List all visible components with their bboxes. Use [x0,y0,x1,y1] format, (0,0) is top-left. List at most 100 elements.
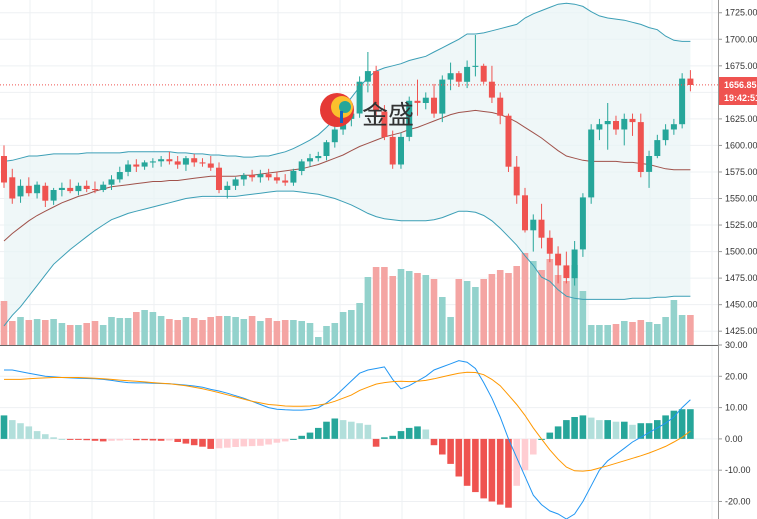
macd-histogram-bar [9,420,16,439]
candle-body [273,177,280,181]
volume-bar [315,337,322,345]
macd-histogram-bar [306,432,314,439]
volume-bar [397,269,405,345]
volume-bar [91,321,99,345]
candle-body [298,161,305,171]
macd-histogram-bar [480,438,487,499]
candle-body [662,129,669,141]
volume-bar [348,310,355,345]
candle-body [571,249,578,279]
volume-bar [174,320,181,345]
volume-bar [265,318,272,345]
candle-body [191,158,198,163]
candle-body [381,111,388,137]
candle-body [414,100,421,103]
macd-histogram-bar [331,418,339,439]
price-tick-label: 1450.00 [725,300,757,310]
macd-histogram-bar [17,423,24,439]
macd-tick-label: 30.00 [725,340,748,350]
volume-bar [463,281,471,345]
macd-histogram-bar [496,438,504,505]
macd-histogram-bar [116,438,124,441]
volume-bar [99,325,107,345]
volume-bar [612,324,620,345]
candle-body [654,140,661,156]
volume-bar [513,266,520,345]
volume-bar [240,319,248,345]
macd-histogram-bar [348,421,355,439]
macd-histogram-bar [439,438,446,455]
volume-bar [33,319,41,345]
bollinger-band-fill [4,3,691,326]
macd-histogram-bar [687,409,694,439]
candle-body [141,162,148,167]
bollinger-lower-band [3,190,691,327]
candle-body [17,185,24,197]
candle-body [447,73,454,80]
volume-bar [215,316,223,345]
macd-histogram-bar [488,438,496,502]
candle-body [331,129,338,143]
candle-body [398,136,404,165]
volume-bar [66,325,74,345]
volume-bar [157,316,165,345]
macd-histogram-bar [273,438,281,443]
candle-body [9,177,16,199]
volume-bar [50,319,57,345]
macd-histogram-bar [298,435,305,439]
candle-body [613,121,619,130]
macd-histogram-bar [232,438,239,447]
macd-histogram-bar [108,438,115,441]
candle-body [530,219,537,231]
macd-histogram-bar [637,423,645,439]
volume-bar [273,321,281,345]
candle-body [546,237,553,254]
volume-bar [381,267,388,345]
macd-histogram-bar [430,438,438,446]
macd-histogram-bar [397,431,405,439]
candle-body [621,118,628,130]
candle-body [83,185,90,189]
macd-histogram-bar [50,437,57,439]
candle-body [455,73,462,82]
volume-bar [521,253,529,345]
price-tick-label: 1575.00 [725,167,757,177]
volume-bar [331,323,339,345]
price-tick-label: 1525.00 [725,220,757,230]
volume-bar [596,325,603,345]
volume-bar [207,317,214,345]
macd-histogram-bar [629,424,636,439]
candle-body [207,163,214,168]
candle-body [629,118,636,123]
candle-body [249,175,256,178]
macd-histogram-bar [678,409,686,439]
candle-body [596,124,603,130]
candle-body [563,265,570,279]
volume-bar [298,321,305,345]
macd-histogram-bar [124,438,132,440]
macd-histogram-bar [521,438,529,471]
macd-histogram-bar [190,438,198,446]
macd-histogram-bar [596,420,603,439]
candle-body [257,174,264,178]
candle-body [216,167,222,190]
candle-body [389,136,396,165]
volume-bar [306,323,314,345]
watermark-text: 金盛 [362,101,414,131]
price-axis[interactable]: 1725.001700.001675.001650.001625.001600.… [718,0,757,519]
candle-body [58,187,65,190]
candle-body [199,162,206,164]
price-tick-label: 1500.00 [725,247,757,257]
volume-bar [587,325,595,345]
macd-histogram-bar [199,438,206,447]
price-tick-label: 1700.00 [725,34,757,44]
candle-body [224,185,231,190]
price-tick-label: 1625.00 [725,114,757,124]
macd-histogram-bar [75,438,82,440]
volume-bar [42,320,49,345]
candle-body [679,78,686,125]
candle-body [364,71,371,82]
candle-body [356,81,363,114]
candle-body [497,97,504,116]
